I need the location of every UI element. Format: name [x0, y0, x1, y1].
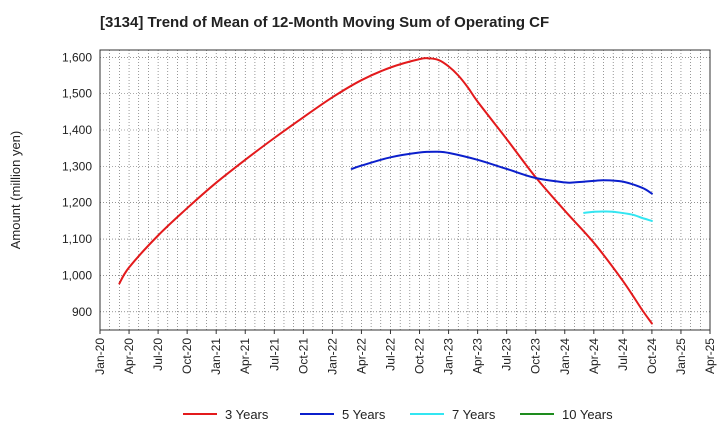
x-tick-label: Jan-21 — [209, 338, 223, 375]
x-tick-label: Apr-22 — [354, 338, 368, 374]
x-tick-label: Apr-25 — [703, 338, 717, 374]
x-tick-label: Jan-20 — [93, 338, 107, 375]
x-tick-label: Jul-20 — [151, 338, 165, 371]
x-tick-label: Jul-21 — [267, 338, 281, 371]
y-axis-title: Amount (million yen) — [8, 131, 23, 250]
x-tick-label: Jan-22 — [325, 338, 339, 375]
y-tick-label: 900 — [72, 305, 92, 319]
series-line-7-years — [583, 210, 653, 222]
legend-label-10-years: 10 Years — [562, 407, 613, 422]
x-tick-label: Jan-23 — [442, 338, 456, 375]
x-tick-label: Oct-23 — [529, 338, 543, 374]
x-tick-label: Apr-24 — [587, 338, 601, 374]
y-tick-label: 1,000 — [62, 268, 92, 282]
y-tick-label: 1,100 — [62, 232, 92, 246]
x-tick-label: Apr-20 — [122, 338, 136, 374]
x-tick-label: Apr-21 — [238, 338, 252, 374]
x-tick-label: Jul-24 — [616, 338, 630, 371]
chart-title: [3134] Trend of Mean of 12-Month Moving … — [100, 14, 550, 31]
x-tick-label: Apr-23 — [471, 338, 485, 374]
y-tick-label: 1,500 — [62, 87, 92, 101]
legend-label-7-years: 7 Years — [452, 407, 496, 422]
x-tick-label: Jan-24 — [558, 338, 572, 375]
x-tick-label: Jan-25 — [674, 338, 688, 375]
x-tick-label: Oct-24 — [645, 338, 659, 374]
series-line-3-years — [118, 57, 653, 325]
y-tick-label: 1,600 — [62, 50, 92, 64]
x-tick-label: Oct-20 — [180, 338, 194, 374]
y-tick-label: 1,400 — [62, 123, 92, 137]
x-tick-label: Jul-23 — [500, 338, 514, 371]
x-tick-label: Oct-22 — [413, 338, 427, 374]
legend-label-3-years: 3 Years — [225, 407, 269, 422]
series-line-5-years — [350, 150, 653, 195]
y-tick-label: 1,300 — [62, 159, 92, 173]
x-tick-label: Jul-22 — [383, 338, 397, 371]
legend-label-5-years: 5 Years — [342, 407, 386, 422]
plot-frame — [99, 49, 711, 331]
x-tick-label: Oct-21 — [296, 338, 310, 374]
y-tick-label: 1,200 — [62, 196, 92, 210]
